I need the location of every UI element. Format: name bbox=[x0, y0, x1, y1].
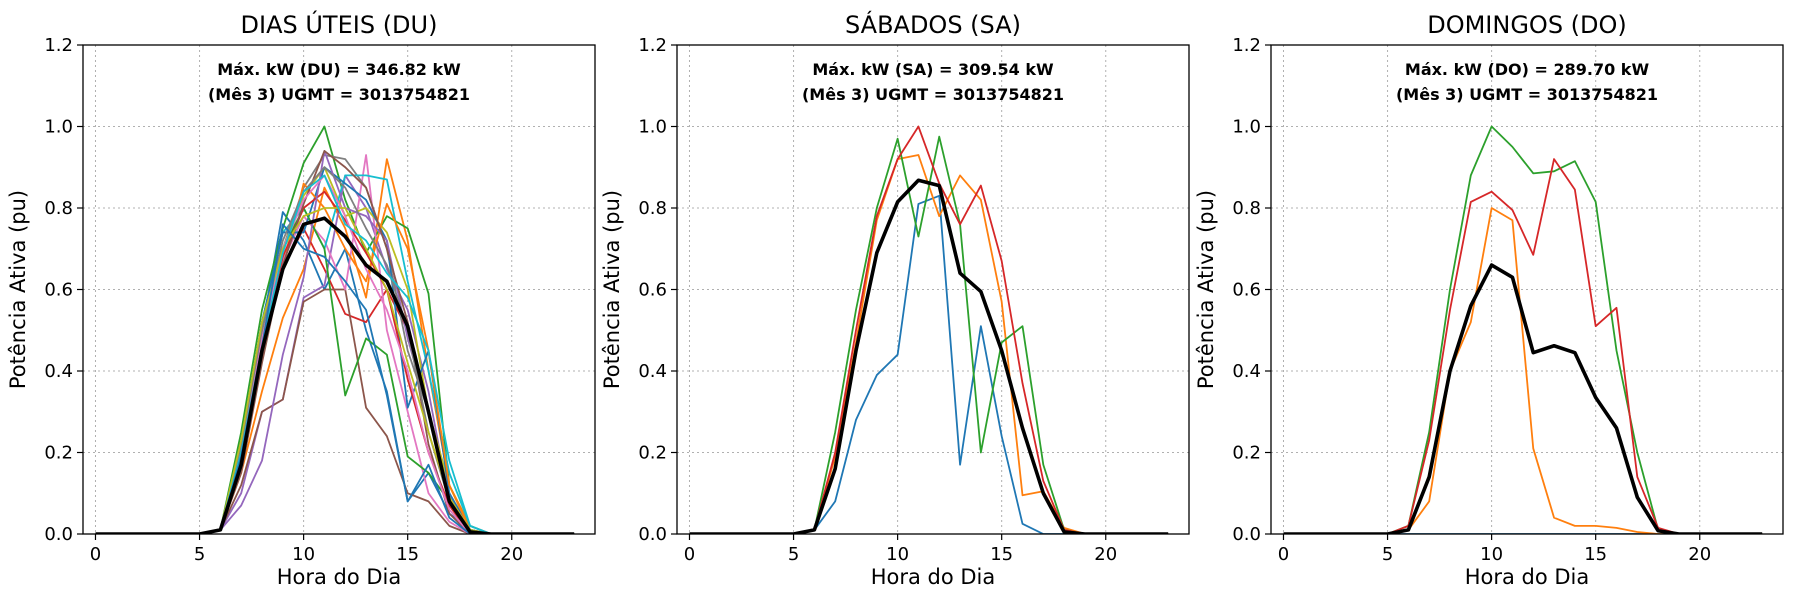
x-tick-label: 15 bbox=[990, 544, 1013, 565]
series-line-8 bbox=[95, 154, 575, 534]
y-tick-label: 1.2 bbox=[1232, 35, 1261, 56]
series-line-11 bbox=[95, 166, 575, 534]
annotation-line-2: (Mês 3) UGMT = 3013754821 bbox=[208, 85, 470, 104]
x-tick-label: 15 bbox=[1584, 544, 1607, 565]
y-tick-label: 0.8 bbox=[638, 198, 667, 219]
x-axis-label: Hora do Dia bbox=[277, 565, 402, 589]
y-tick-label: 0.8 bbox=[44, 198, 73, 219]
y-axis-label: Potência Ativa (pu) bbox=[6, 190, 30, 389]
y-tick-label: 0.0 bbox=[44, 524, 73, 545]
series-line-10 bbox=[95, 174, 575, 534]
series-line-14 bbox=[95, 190, 575, 534]
chart-title: SÁBADOS (SA) bbox=[845, 10, 1021, 39]
mean-line bbox=[1283, 263, 1763, 534]
y-tick-label: 0.2 bbox=[44, 443, 73, 464]
series-line-3 bbox=[689, 135, 1169, 534]
annotation-line-1: Máx. kW (DO) = 289.70 kW bbox=[1405, 60, 1650, 79]
panel-dias-uteis: 0 5 10 15 20 0.0 0.2 0.4 0.6 0.8 1.0 1.2 DIAS ÚTEIS … bbox=[6, 9, 596, 589]
x-tick-label: 20 bbox=[1688, 544, 1711, 565]
y-tick-label: 1.2 bbox=[638, 35, 667, 56]
x-tick-label: 10 bbox=[886, 544, 909, 565]
chart-title: DIAS ÚTEIS (DU) bbox=[241, 9, 438, 39]
annotation-line-1: Máx. kW (DU) = 346.82 kW bbox=[217, 60, 461, 79]
y-tick-label: 0.4 bbox=[1232, 361, 1261, 382]
x-tick-label: 5 bbox=[788, 544, 799, 565]
chart-title: DOMINGOS (DO) bbox=[1427, 11, 1627, 39]
y-tick-label: 0.4 bbox=[638, 361, 667, 382]
series-line-13 bbox=[95, 207, 575, 534]
series-line-1 bbox=[95, 211, 575, 534]
y-tick-label: 0.2 bbox=[638, 443, 667, 464]
series-line-19 bbox=[95, 207, 575, 534]
x-axis-label: Hora do Dia bbox=[871, 565, 996, 589]
series-line-21 bbox=[95, 223, 575, 534]
series-line-15 bbox=[95, 150, 575, 534]
series-line-4 bbox=[1283, 158, 1763, 534]
x-tick-label: 20 bbox=[500, 544, 523, 565]
series-line-6 bbox=[95, 288, 575, 534]
series-line-2 bbox=[689, 154, 1169, 534]
series-line-1 bbox=[689, 194, 1169, 534]
y-tick-label: 1.0 bbox=[44, 117, 73, 138]
y-tick-label: 0.2 bbox=[1232, 443, 1261, 464]
y-tick-label: 0.6 bbox=[44, 280, 73, 301]
annotation-line-1: Máx. kW (SA) = 309.54 kW bbox=[812, 60, 1054, 79]
x-tick-label: 5 bbox=[194, 544, 205, 565]
series-line-16 bbox=[95, 150, 575, 534]
x-tick-label: 10 bbox=[1480, 544, 1503, 565]
y-tick-label: 0.0 bbox=[1232, 524, 1261, 545]
annotation-line-2: (Mês 3) UGMT = 3013754821 bbox=[802, 85, 1064, 104]
series-line-7 bbox=[95, 154, 575, 534]
annotation-line-2: (Mês 3) UGMT = 3013754821 bbox=[1396, 85, 1658, 104]
x-tick-label: 0 bbox=[90, 544, 101, 565]
mean-line bbox=[689, 178, 1169, 534]
series-line-4 bbox=[95, 227, 575, 534]
x-tick-label: 5 bbox=[1382, 544, 1393, 565]
x-tick-label: 0 bbox=[1278, 544, 1289, 565]
series-line-3 bbox=[95, 125, 575, 534]
x-tick-label: 10 bbox=[292, 544, 315, 565]
series-line-18 bbox=[95, 166, 575, 534]
panel-sabados: 0 5 10 15 20 0.0 0.2 0.4 0.6 0.8 1.0 1.2 SÁBADOS (SA… bbox=[600, 10, 1190, 589]
series-line-9 bbox=[95, 166, 575, 534]
y-tick-label: 0.8 bbox=[1232, 198, 1261, 219]
mean-line bbox=[95, 216, 575, 534]
series-line-20 bbox=[95, 174, 575, 534]
y-axis-label: Potência Ativa (pu) bbox=[1194, 190, 1218, 389]
y-tick-label: 1.0 bbox=[1232, 117, 1261, 138]
y-tick-label: 0.6 bbox=[638, 280, 667, 301]
series-line-2 bbox=[1283, 207, 1763, 534]
series-line-12 bbox=[95, 182, 575, 534]
series-line-4 bbox=[689, 125, 1169, 534]
y-tick-label: 1.2 bbox=[44, 35, 73, 56]
y-tick-label: 0.0 bbox=[638, 524, 667, 545]
x-tick-label: 15 bbox=[396, 544, 419, 565]
y-tick-label: 0.6 bbox=[1232, 280, 1261, 301]
x-tick-label: 0 bbox=[684, 544, 695, 565]
y-tick-label: 1.0 bbox=[638, 117, 667, 138]
y-tick-label: 0.4 bbox=[44, 361, 73, 382]
series-line-17 bbox=[95, 174, 575, 534]
y-axis-label: Potência Ativa (pu) bbox=[600, 190, 624, 389]
x-axis-label: Hora do Dia bbox=[1465, 565, 1590, 589]
series-line-3 bbox=[1283, 125, 1763, 534]
series-line-5 bbox=[95, 174, 575, 534]
panel-domingos: 0 5 10 15 20 0.0 0.2 0.4 0.6 0.8 1.0 1.2 DOMINGOS (D… bbox=[1194, 11, 1784, 589]
x-tick-label: 20 bbox=[1094, 544, 1117, 565]
